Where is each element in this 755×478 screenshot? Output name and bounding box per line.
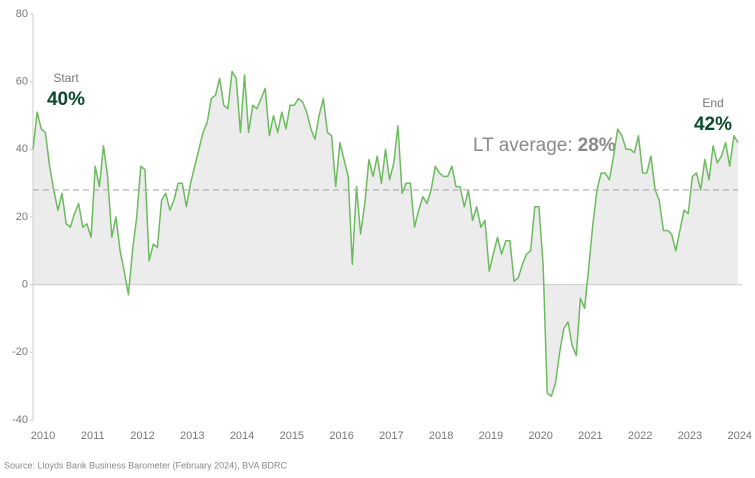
x-tick-label: 2024 (727, 430, 751, 442)
y-tick-label: 60 (16, 76, 28, 88)
y-tick-label: 80 (16, 8, 28, 20)
y-tick-label: -20 (12, 346, 28, 358)
end-title: End (702, 96, 723, 110)
lt-average-value: 28% (578, 135, 616, 156)
x-tick-label: 2013 (180, 430, 204, 442)
x-tick-label: 2022 (628, 430, 652, 442)
x-tick-label: 2021 (578, 430, 602, 442)
x-tick-label: 2012 (130, 430, 154, 442)
lt-average-text: LT average: (473, 135, 573, 156)
x-tick-label: 2023 (678, 430, 702, 442)
x-tick-label: 2010 (31, 430, 55, 442)
source: Source: Lloyds Bank Business Barometer (… (4, 460, 287, 470)
y-tick-label: 40 (16, 143, 28, 155)
end-value: 42% (694, 114, 732, 135)
x-tick-label: 2019 (479, 430, 503, 442)
x-tick-label: 2011 (81, 430, 105, 442)
y-tick-label: -40 (12, 414, 28, 426)
start-title: Start (53, 71, 79, 85)
x-tick-label: 2014 (230, 430, 254, 442)
x-tick-label: 2018 (429, 430, 453, 442)
lt-average-label: LT average: 28% (473, 135, 616, 156)
area (33, 71, 738, 397)
x-tick-label: 2020 (528, 430, 552, 442)
x-tick-label: 2016 (329, 430, 353, 442)
y-tick-label: 0 (22, 279, 28, 291)
x-tick-label: 2015 (280, 430, 304, 442)
y-tick-label: 20 (16, 211, 28, 223)
start-value: 40% (47, 89, 85, 110)
line (32, 70, 739, 398)
x-tick-label: 2017 (379, 430, 403, 442)
